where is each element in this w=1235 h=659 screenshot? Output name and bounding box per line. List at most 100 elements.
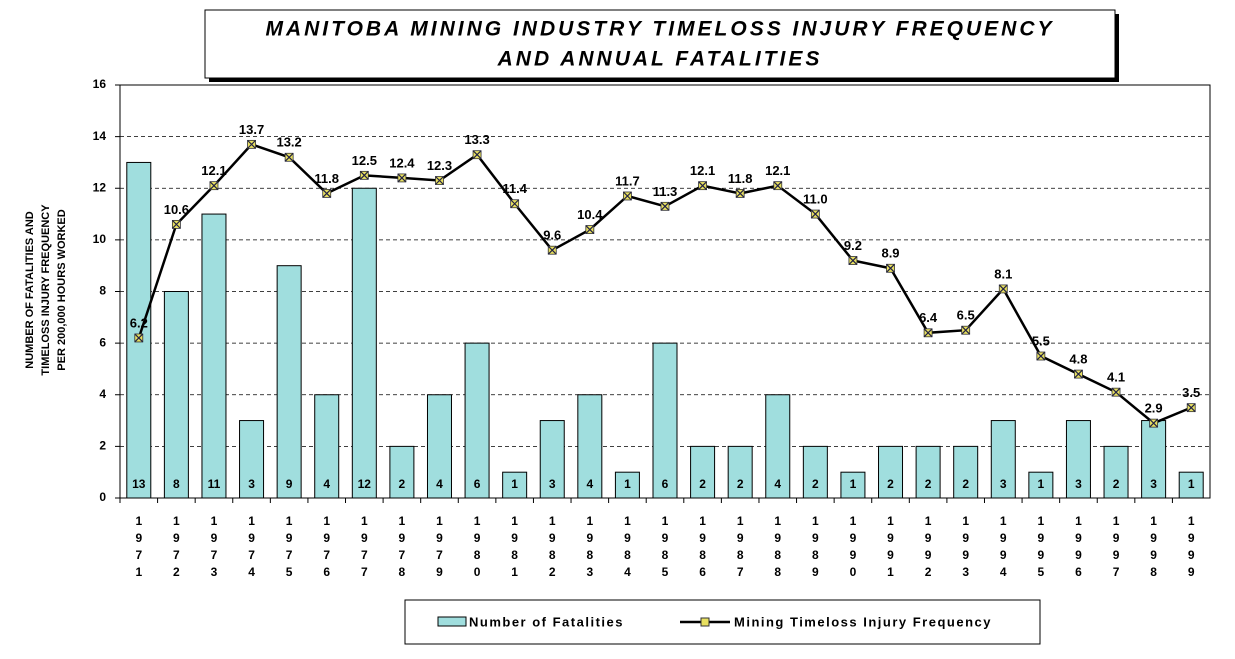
line-value-label: 10.6	[164, 202, 189, 217]
bar	[1178, 471, 1204, 499]
bar-value-label: 2	[962, 477, 969, 491]
line-marker	[735, 188, 745, 198]
line-marker	[1149, 418, 1159, 428]
line-marker	[247, 139, 256, 149]
chart-title: MANITOBA MINING INDUSTRY TIMELOSS INJURY…	[265, 18, 1054, 41]
bar	[802, 445, 828, 499]
line-marker	[284, 152, 294, 162]
y-tick-label: 0	[99, 490, 106, 504]
line-marker	[134, 333, 144, 343]
bar	[351, 187, 377, 499]
line-value-label: 11.0	[803, 192, 828, 207]
bar	[1028, 471, 1054, 499]
bar	[239, 420, 265, 499]
line-value-label: 13.7	[239, 122, 264, 137]
y-axis-label: PER 200,000 HOURS WORKED	[56, 209, 68, 370]
line-value-label: 8.1	[994, 266, 1012, 281]
line-marker	[810, 209, 820, 219]
bar	[539, 420, 565, 499]
bar-value-label: 11	[208, 477, 221, 491]
line-marker	[773, 181, 783, 191]
line-marker	[1111, 387, 1121, 397]
bar-value-label: 2	[887, 477, 894, 491]
bar-value-label: 6	[662, 477, 669, 491]
line-marker	[435, 176, 444, 185]
line-marker	[397, 173, 407, 183]
line-value-label: 11.3	[653, 184, 678, 199]
y-tick-label: 12	[93, 180, 107, 194]
line-value-label: 13.2	[276, 135, 301, 150]
bar	[464, 342, 490, 499]
line-value-label: 12.3	[427, 158, 452, 173]
line-value-label: 13.3	[464, 132, 489, 147]
legend-marker	[700, 617, 710, 627]
line-value-label: 2.9	[1145, 401, 1163, 416]
line-marker	[923, 328, 933, 338]
line-value-label: 6.5	[957, 308, 975, 323]
line-value-label: 9.6	[543, 228, 561, 243]
line-value-label: 11.7	[615, 173, 640, 188]
line-value-label: 9.2	[844, 238, 862, 253]
line-marker	[886, 263, 895, 273]
line-value-label: 3.5	[1182, 385, 1200, 400]
bar	[915, 445, 941, 499]
legend-label: Number of Fatalities	[469, 614, 624, 629]
chart-title: AND ANNUAL FATALITIES	[497, 48, 823, 71]
bar-value-label: 2	[399, 477, 406, 491]
title-box	[204, 9, 1116, 79]
line-value-label: 6.2	[130, 315, 148, 330]
line-value-label: 12.1	[765, 163, 790, 178]
bar-value-label: 12	[358, 477, 372, 491]
bar	[126, 161, 152, 499]
bar-value-label: 4	[774, 477, 781, 491]
bar-value-label: 1	[511, 477, 518, 491]
legend-swatch	[437, 616, 467, 627]
bar	[1141, 420, 1167, 499]
y-axis-label: NUMBER OF FATALITIES AND	[24, 211, 36, 369]
bar	[652, 342, 678, 499]
bar	[953, 445, 979, 499]
line-value-label: 12.4	[389, 155, 415, 170]
line-marker	[209, 181, 219, 191]
bar-value-label: 13	[132, 477, 146, 491]
bar-value-label: 9	[286, 477, 293, 491]
legend-label: Mining Timeloss Injury Frequency	[734, 614, 992, 629]
bar	[389, 445, 415, 499]
bar	[1103, 445, 1129, 499]
line-value-label: 12.5	[352, 153, 377, 168]
bar-value-label: 1	[1188, 477, 1195, 491]
bar-value-label: 8	[173, 477, 180, 491]
y-tick-label: 4	[99, 387, 106, 401]
y-tick-label: 2	[99, 439, 106, 453]
bar	[878, 445, 904, 499]
line-value-label: 11.8	[728, 171, 753, 186]
bar-value-label: 3	[248, 477, 255, 491]
bar	[314, 394, 340, 499]
y-tick-label: 10	[93, 232, 107, 246]
bar-value-label: 3	[1075, 477, 1082, 491]
line-marker	[660, 201, 670, 211]
bar-value-label: 4	[586, 477, 593, 491]
line-value-label: 10.4	[577, 207, 603, 222]
line-marker	[322, 188, 332, 198]
y-tick-label: 16	[93, 77, 107, 91]
line-marker	[961, 325, 971, 335]
line-marker	[472, 150, 482, 160]
